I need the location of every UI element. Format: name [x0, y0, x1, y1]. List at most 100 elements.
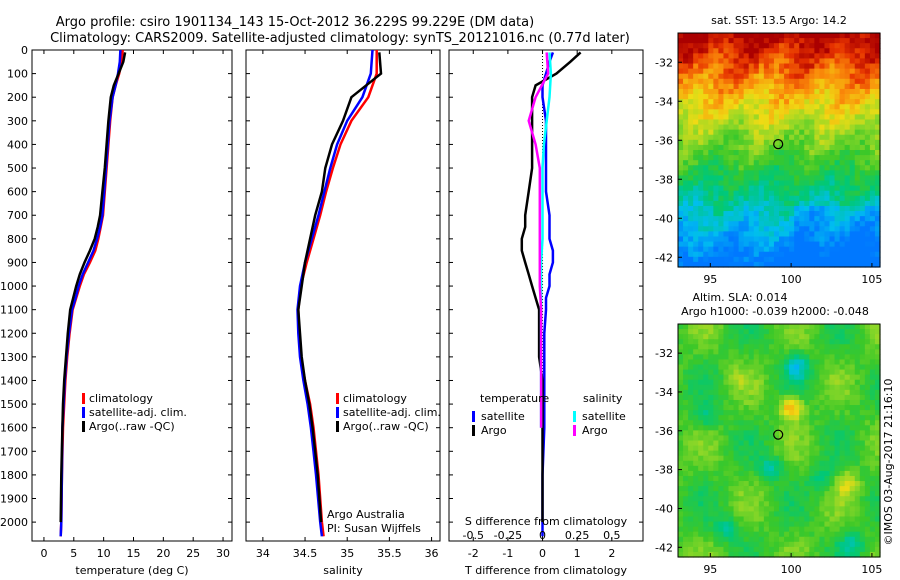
heat-cell	[824, 33, 831, 39]
heat-cell	[743, 236, 750, 243]
heat-cell	[718, 354, 725, 361]
heat-cell	[799, 88, 805, 95]
heat-cell	[869, 541, 876, 548]
heat-cell	[799, 399, 805, 406]
heat-cell	[829, 190, 836, 197]
heat-cell	[713, 334, 719, 340]
heat-cell	[819, 354, 826, 361]
heat-cell	[768, 450, 775, 457]
heat-cell	[789, 226, 795, 232]
heat-cell	[688, 470, 694, 477]
heat-cell	[869, 511, 876, 518]
heat-cell	[728, 389, 735, 396]
heat-cell	[779, 379, 785, 386]
heat-cell	[753, 384, 760, 391]
heat-cell	[688, 200, 694, 207]
heat-cell	[678, 430, 684, 437]
heat-cell	[789, 63, 795, 70]
heat-cell	[839, 251, 846, 258]
heat-cell	[753, 481, 760, 487]
heat-cell	[849, 246, 856, 253]
heat-cell	[773, 521, 780, 528]
heat-cell	[794, 551, 800, 558]
heat-cell	[864, 139, 871, 146]
heat-cell	[753, 48, 760, 54]
heat-cell	[804, 486, 810, 492]
heat-cell	[859, 99, 866, 105]
heat-cell	[763, 339, 770, 345]
heat-cell	[799, 526, 805, 533]
heat-cell	[703, 430, 709, 437]
heat-cell	[738, 38, 745, 44]
heat-cell	[698, 129, 704, 136]
heat-cell	[703, 155, 709, 161]
heat-cell	[688, 531, 694, 538]
heat-cell	[834, 339, 841, 345]
heat-cell	[718, 344, 725, 350]
heat-cell	[768, 221, 775, 227]
heat-cell	[748, 134, 755, 141]
heat-cell	[718, 511, 725, 518]
heat-cell	[693, 165, 699, 171]
heat-cell	[794, 211, 800, 217]
heat-cell	[688, 241, 694, 248]
heat-cell	[814, 460, 820, 467]
heat-cell	[733, 94, 740, 100]
heat-cell	[693, 324, 699, 330]
heat-cell	[844, 124, 851, 131]
heat-cell	[683, 144, 689, 151]
heat-cell	[829, 109, 836, 115]
heat-cell	[804, 399, 810, 406]
heat-cell	[859, 546, 866, 553]
heat-cell	[874, 496, 881, 502]
heat-cell	[814, 526, 820, 533]
heat-cell	[708, 435, 714, 442]
heat-cell	[874, 88, 881, 95]
heat-cell	[758, 165, 765, 171]
heat-cell	[688, 48, 694, 54]
heat-cell	[683, 99, 689, 105]
legend-swatch	[336, 393, 339, 404]
heat-cell	[683, 119, 689, 126]
heat-cell	[743, 399, 750, 406]
heat-cell	[849, 58, 856, 65]
legend-swatch	[573, 411, 576, 422]
heat-cell	[768, 379, 775, 386]
heat-cell	[773, 63, 780, 70]
heat-cell	[698, 430, 704, 437]
heat-cell	[854, 236, 861, 243]
heat-cell	[688, 481, 694, 487]
heat-cell	[804, 104, 810, 110]
heat-cell	[854, 78, 861, 85]
heat-cell	[794, 450, 800, 457]
heat-cell	[809, 43, 815, 49]
heat-cell	[683, 256, 689, 263]
heat-cell	[784, 38, 790, 44]
heat-cell	[789, 124, 795, 131]
heat-cell	[809, 435, 815, 442]
heat-cell	[678, 48, 684, 54]
heat-cell	[733, 33, 740, 39]
heat-cell	[698, 420, 704, 426]
heat-cell	[698, 256, 704, 263]
heat-cell	[693, 541, 699, 548]
heat-cell	[688, 134, 694, 141]
heat-cell	[849, 155, 856, 161]
heat-cell	[809, 144, 815, 151]
heat-cell	[748, 491, 755, 497]
heat-cell	[738, 359, 745, 366]
heat-cell	[723, 399, 730, 406]
heat-cell	[829, 221, 836, 227]
heat-cell	[779, 226, 785, 232]
heat-cell	[794, 221, 800, 227]
heat-cell	[869, 344, 876, 350]
heat-cell	[794, 526, 800, 533]
heat-cell	[834, 551, 841, 558]
heat-cell	[728, 450, 735, 457]
heat-cell	[763, 63, 770, 70]
heat-cell	[829, 324, 836, 330]
x-tick-label: -2	[468, 547, 479, 560]
heat-cell	[804, 99, 810, 105]
heat-cell	[869, 150, 876, 156]
heat-cell	[864, 246, 871, 253]
